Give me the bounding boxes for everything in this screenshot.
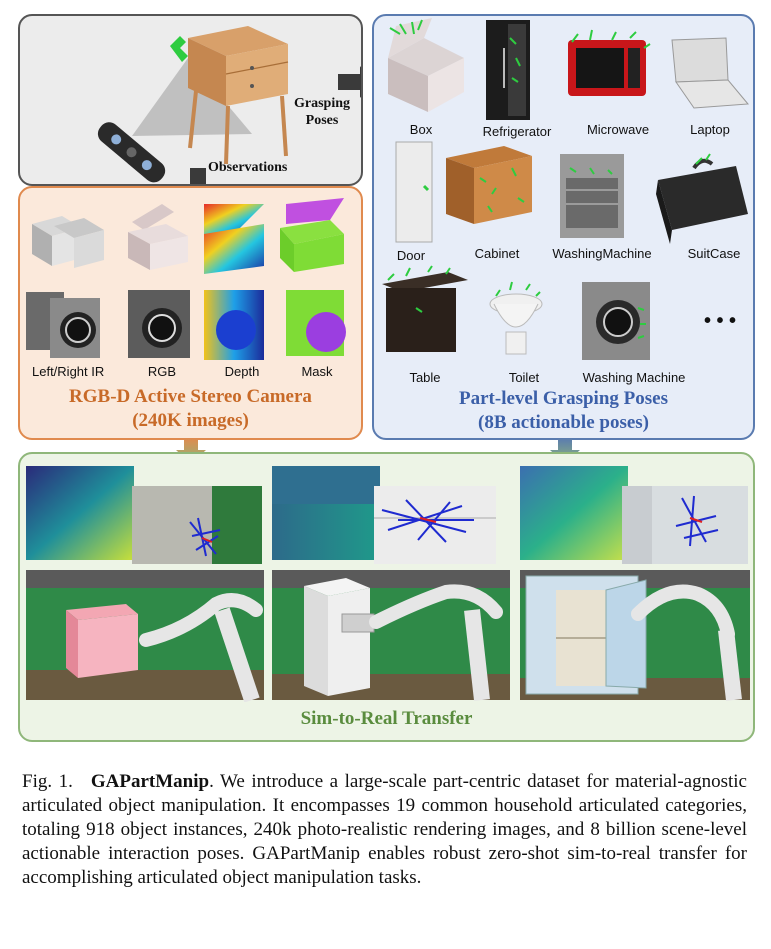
laptop-thumb [671, 37, 750, 109]
down-arrows [176, 438, 580, 464]
category-refrigerator: Refrigerator [482, 124, 552, 139]
mask-label: Mask [301, 364, 333, 379]
grasping-poses-text: Grasping Poses [293, 96, 350, 128]
category-laptop: Laptop [690, 122, 730, 137]
real-photos [26, 570, 750, 702]
category-suitcase: SuitCase [687, 246, 741, 261]
sim-observations [26, 466, 748, 564]
box-thumb [388, 18, 464, 112]
sim-title: Sim-to-Real Transfer [300, 708, 473, 729]
refrigerator-thumb [486, 20, 530, 120]
camera-thumbnails [26, 198, 346, 360]
dataset-name: GAPartManip [90, 771, 210, 792]
ir-washer-thumb [26, 292, 100, 358]
door-thumb [395, 141, 433, 243]
figure-caption: Fig. 1. GAPartManip. We introduce a large… [22, 770, 747, 890]
category-table: Table [409, 370, 441, 385]
microwave-thumb [568, 29, 651, 96]
grasping-poses-label: Grasping Poses [292, 95, 352, 129]
rgb-washer-thumb [128, 290, 190, 358]
category-washingmachine: WashingMachine [552, 246, 652, 261]
mask-washer-thumb [286, 290, 346, 356]
camera-subtitle: (240K images) [132, 410, 249, 431]
suitcase-thumb [656, 153, 748, 244]
cabinet-thumb [446, 146, 532, 224]
depth-label: Depth [224, 364, 260, 379]
mask-box-thumb [280, 198, 344, 272]
observations-label: Observations [208, 160, 288, 175]
category-toilet: Toilet [508, 370, 540, 385]
rgb-box-thumb [128, 204, 188, 270]
poses-title: Part-level Grasping Poses [459, 388, 668, 409]
figure-number: Fig. 1. [22, 771, 73, 792]
depth-washer-thumb [204, 290, 264, 360]
caption-text: . We introduce a large-scale part-centri… [22, 771, 747, 888]
rgb-label: RGB [147, 364, 177, 379]
poses-subtitle: (8B actionable poses) [478, 412, 649, 433]
category-thumbnails [382, 18, 750, 360]
depth-box-thumb [204, 204, 264, 274]
washing-machine-thumb [582, 282, 650, 360]
washingmachine-thumb [560, 154, 624, 238]
category-box: Box [409, 122, 433, 137]
camera-title: RGB-D Active Stereo Camera [69, 386, 312, 407]
ellipsis: • • • [703, 310, 737, 332]
ir-label: Left/Right IR [32, 364, 105, 379]
category-cabinet: Cabinet [474, 246, 520, 261]
category-washing-machine: Washing Machine [582, 370, 686, 385]
category-microwave: Microwave [586, 122, 650, 137]
ir-box-thumb [32, 216, 104, 268]
scene-illustration [97, 26, 361, 184]
toilet-thumb [489, 281, 543, 355]
table-thumb [382, 265, 468, 352]
category-door: Door [396, 248, 426, 263]
